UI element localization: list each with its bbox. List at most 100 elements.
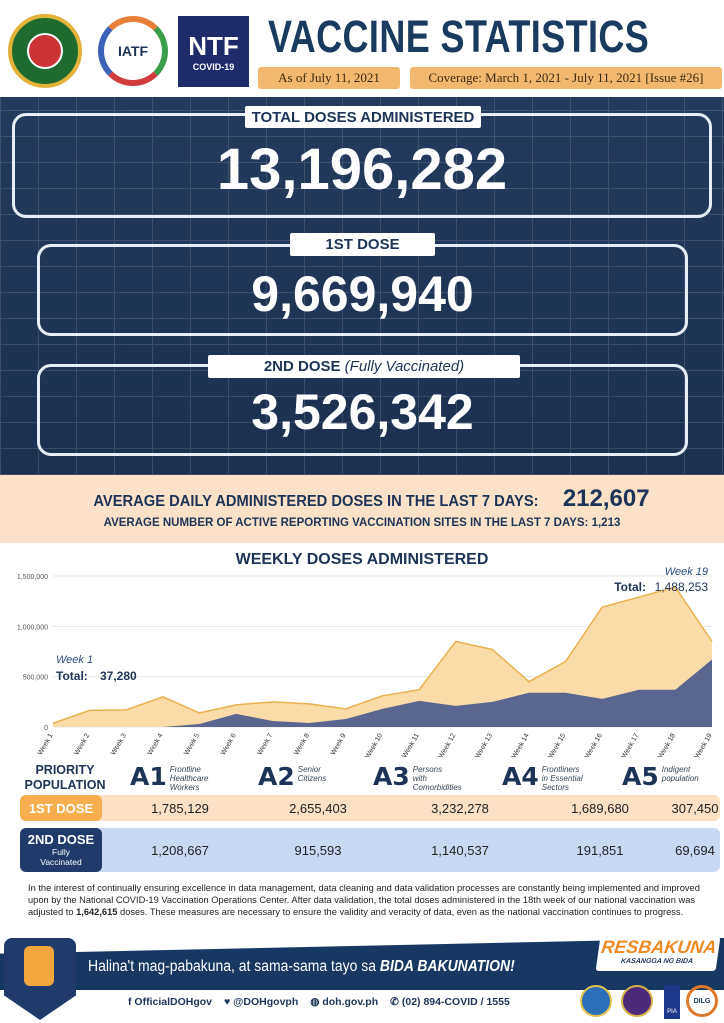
priority-group-a5: A5 Indigent population: [622, 763, 699, 791]
group-description: Persons with Comorbidities: [412, 765, 462, 792]
priority-header: PRIORITY POPULATION: [24, 763, 106, 792]
group-description: Frontliners in Essential Sectors: [541, 765, 583, 792]
second-dose-label: 2ND DOSE (Fully Vaccinated): [208, 355, 520, 378]
x-tick-label: Week 2: [73, 732, 91, 756]
group-description: Frontline Healthcare Workers: [169, 765, 209, 792]
resbakuna-badge-icon: [4, 938, 76, 1020]
phone-hotline: ✆ (02) 894-COVID / 1555: [390, 996, 510, 1008]
resbakuna-logo: RESBAKUNA KASANGGA NG BIDA: [595, 937, 721, 971]
annotation-start-total: 37,280: [100, 669, 137, 683]
x-tick-label: Week 17: [621, 732, 641, 757]
first-dose-label: 1ST DOSE: [290, 233, 435, 256]
first-dose-a1-value: 1,785,129: [151, 801, 209, 816]
group-code: A3: [373, 762, 410, 791]
facebook-icon: f: [128, 996, 135, 1008]
second-dose-row: [20, 828, 720, 872]
x-tick-label: Week 15: [547, 732, 567, 757]
x-tick-label: Week 8: [293, 732, 311, 756]
avg-sites-value: 1,213: [591, 517, 621, 529]
avg-sites-label: AVERAGE NUMBER OF ACTIVE REPORTING VACCI…: [103, 517, 589, 529]
twitter-link[interactable]: ♥ @DOHgovph: [224, 996, 299, 1008]
first-dose-a4-value: 1,689,680: [571, 801, 629, 816]
facebook-link[interactable]: f OfficialDOHgov: [128, 996, 213, 1008]
phone-icon: ✆: [390, 996, 402, 1008]
y-tick-label: 0: [44, 725, 48, 732]
first-dose-a3-value: 3,232,278: [431, 801, 489, 816]
priority-group-a2: A2 Senior Citizens: [258, 763, 326, 791]
chart-title: WEEKLY DOSES ADMINISTERED: [235, 551, 489, 568]
group-code: A1: [130, 762, 167, 791]
annotation-start-week: Week 1: [56, 654, 93, 666]
group-code: A2: [258, 762, 295, 791]
x-tick-label: Week 13: [474, 732, 494, 757]
coverage-period: Coverage: March 1, 2021 - July 11, 2021 …: [410, 67, 722, 89]
contact-bar: f OfficialDOHgov ♥ @DOHgovph ◍ doh.gov.p…: [128, 996, 510, 1008]
group-code: A5: [622, 762, 659, 791]
y-tick-label: 1,500,000: [17, 574, 48, 581]
priority-group-a3: A3 Persons with Comorbidities: [373, 762, 462, 793]
ntf-logo: NTF COVID-19: [178, 16, 249, 87]
x-tick-label: Week 14: [511, 732, 531, 757]
total-doses-value: 13,196,282: [216, 137, 508, 202]
agency-seal-icon: [621, 985, 653, 1017]
first-dose-a5-value: 307,450: [671, 801, 719, 816]
first-dose-box: 9,669,940: [37, 244, 688, 336]
twitter-icon: ♥: [224, 996, 234, 1008]
first-dose-row: [20, 795, 720, 821]
x-tick-label: Week 19: [694, 732, 714, 757]
priority-group-a1: A1 Frontline Healthcare Workers: [130, 762, 209, 793]
x-tick-label: Week 12: [438, 732, 458, 757]
first-dose-a2-value: 2,655,403: [289, 801, 347, 816]
second-dose-a1-value: 1,208,667: [151, 843, 209, 858]
weekly-doses-chart: 0 500,000 1,000,000 1,500,000 Week 1 Week 2 We…: [17, 566, 714, 757]
x-tick-label: Week 5: [183, 732, 201, 756]
total-doses-box: 13,196,282: [12, 113, 712, 218]
x-tick-label: Week 9: [330, 732, 348, 756]
x-tick-label: Week 6: [220, 732, 238, 756]
x-tick-label: Week 4: [147, 732, 165, 756]
second-dose-a2-value: 915,593: [294, 843, 342, 858]
x-tick-label: Week 10: [364, 732, 384, 757]
doh-logo: [8, 14, 82, 88]
as-of-date: As of July 11, 2021: [258, 67, 400, 89]
group-description: Indigent population: [661, 765, 699, 783]
total-doses-label: TOTAL DOSES ADMINISTERED: [245, 106, 481, 128]
y-tick-label: 1,000,000: [17, 624, 48, 631]
averages-band: AVERAGE DAILY ADMINISTERED DOSES IN THE …: [0, 475, 724, 543]
agency-seal-icon: [580, 985, 612, 1017]
second-dose-a4-value: 191,851: [576, 843, 624, 858]
second-dose-a3-value: 1,140,537: [431, 843, 489, 858]
data-validation-note: In the interest of continually ensuring …: [28, 883, 700, 917]
x-tick-label: Week 3: [110, 732, 128, 756]
page-title: VACCINE STATISTICS: [268, 11, 650, 62]
avg-daily-label: AVERAGE DAILY ADMINISTERED DOSES IN THE …: [93, 493, 540, 510]
globe-icon: ◍: [310, 996, 323, 1008]
annotation-end-total: 1,488,253: [655, 580, 709, 594]
x-tick-label: Week 7: [257, 732, 275, 756]
group-description: Senior Citizens: [297, 765, 327, 783]
second-dose-a5-value: 69,694: [675, 843, 715, 858]
dose-totals-panel: 13,196,282 TOTAL DOSES ADMINISTERED 9,66…: [0, 97, 724, 475]
group-code: A4: [502, 762, 539, 791]
area-total-doses: [53, 587, 712, 727]
x-tick-label: Week 1: [37, 732, 55, 756]
iatf-logo: IATF: [98, 16, 168, 86]
x-tick-label: Week 16: [584, 732, 604, 757]
dilg-logo: DILG: [686, 985, 718, 1017]
x-tick-label: Week 18: [657, 732, 677, 757]
slogan: Halina't mag-pabakuna, at sama-sama tayo…: [88, 958, 515, 975]
priority-group-a4: A4 Frontliners in Essential Sectors: [502, 762, 583, 793]
first-dose-row-label: 1ST DOSE: [20, 795, 102, 821]
avg-daily-value: 212,607: [562, 485, 650, 512]
second-dose-row-label: 2ND DOSE Fully Vaccinated: [20, 828, 102, 872]
annotation-start-total-label: Total:: [56, 669, 88, 683]
website-link[interactable]: ◍ doh.gov.ph: [310, 996, 379, 1008]
y-tick-label: 500,000: [23, 675, 48, 682]
x-tick-label: Week 11: [401, 732, 421, 757]
annotation-end-week: Week 19: [665, 566, 708, 578]
annotation-end-total-label: Total:: [614, 580, 646, 594]
pia-logo: PIA: [664, 985, 680, 1019]
first-dose-value: 9,669,940: [251, 266, 474, 322]
area-second-dose: [53, 659, 712, 727]
second-dose-value: 3,526,342: [251, 384, 474, 440]
